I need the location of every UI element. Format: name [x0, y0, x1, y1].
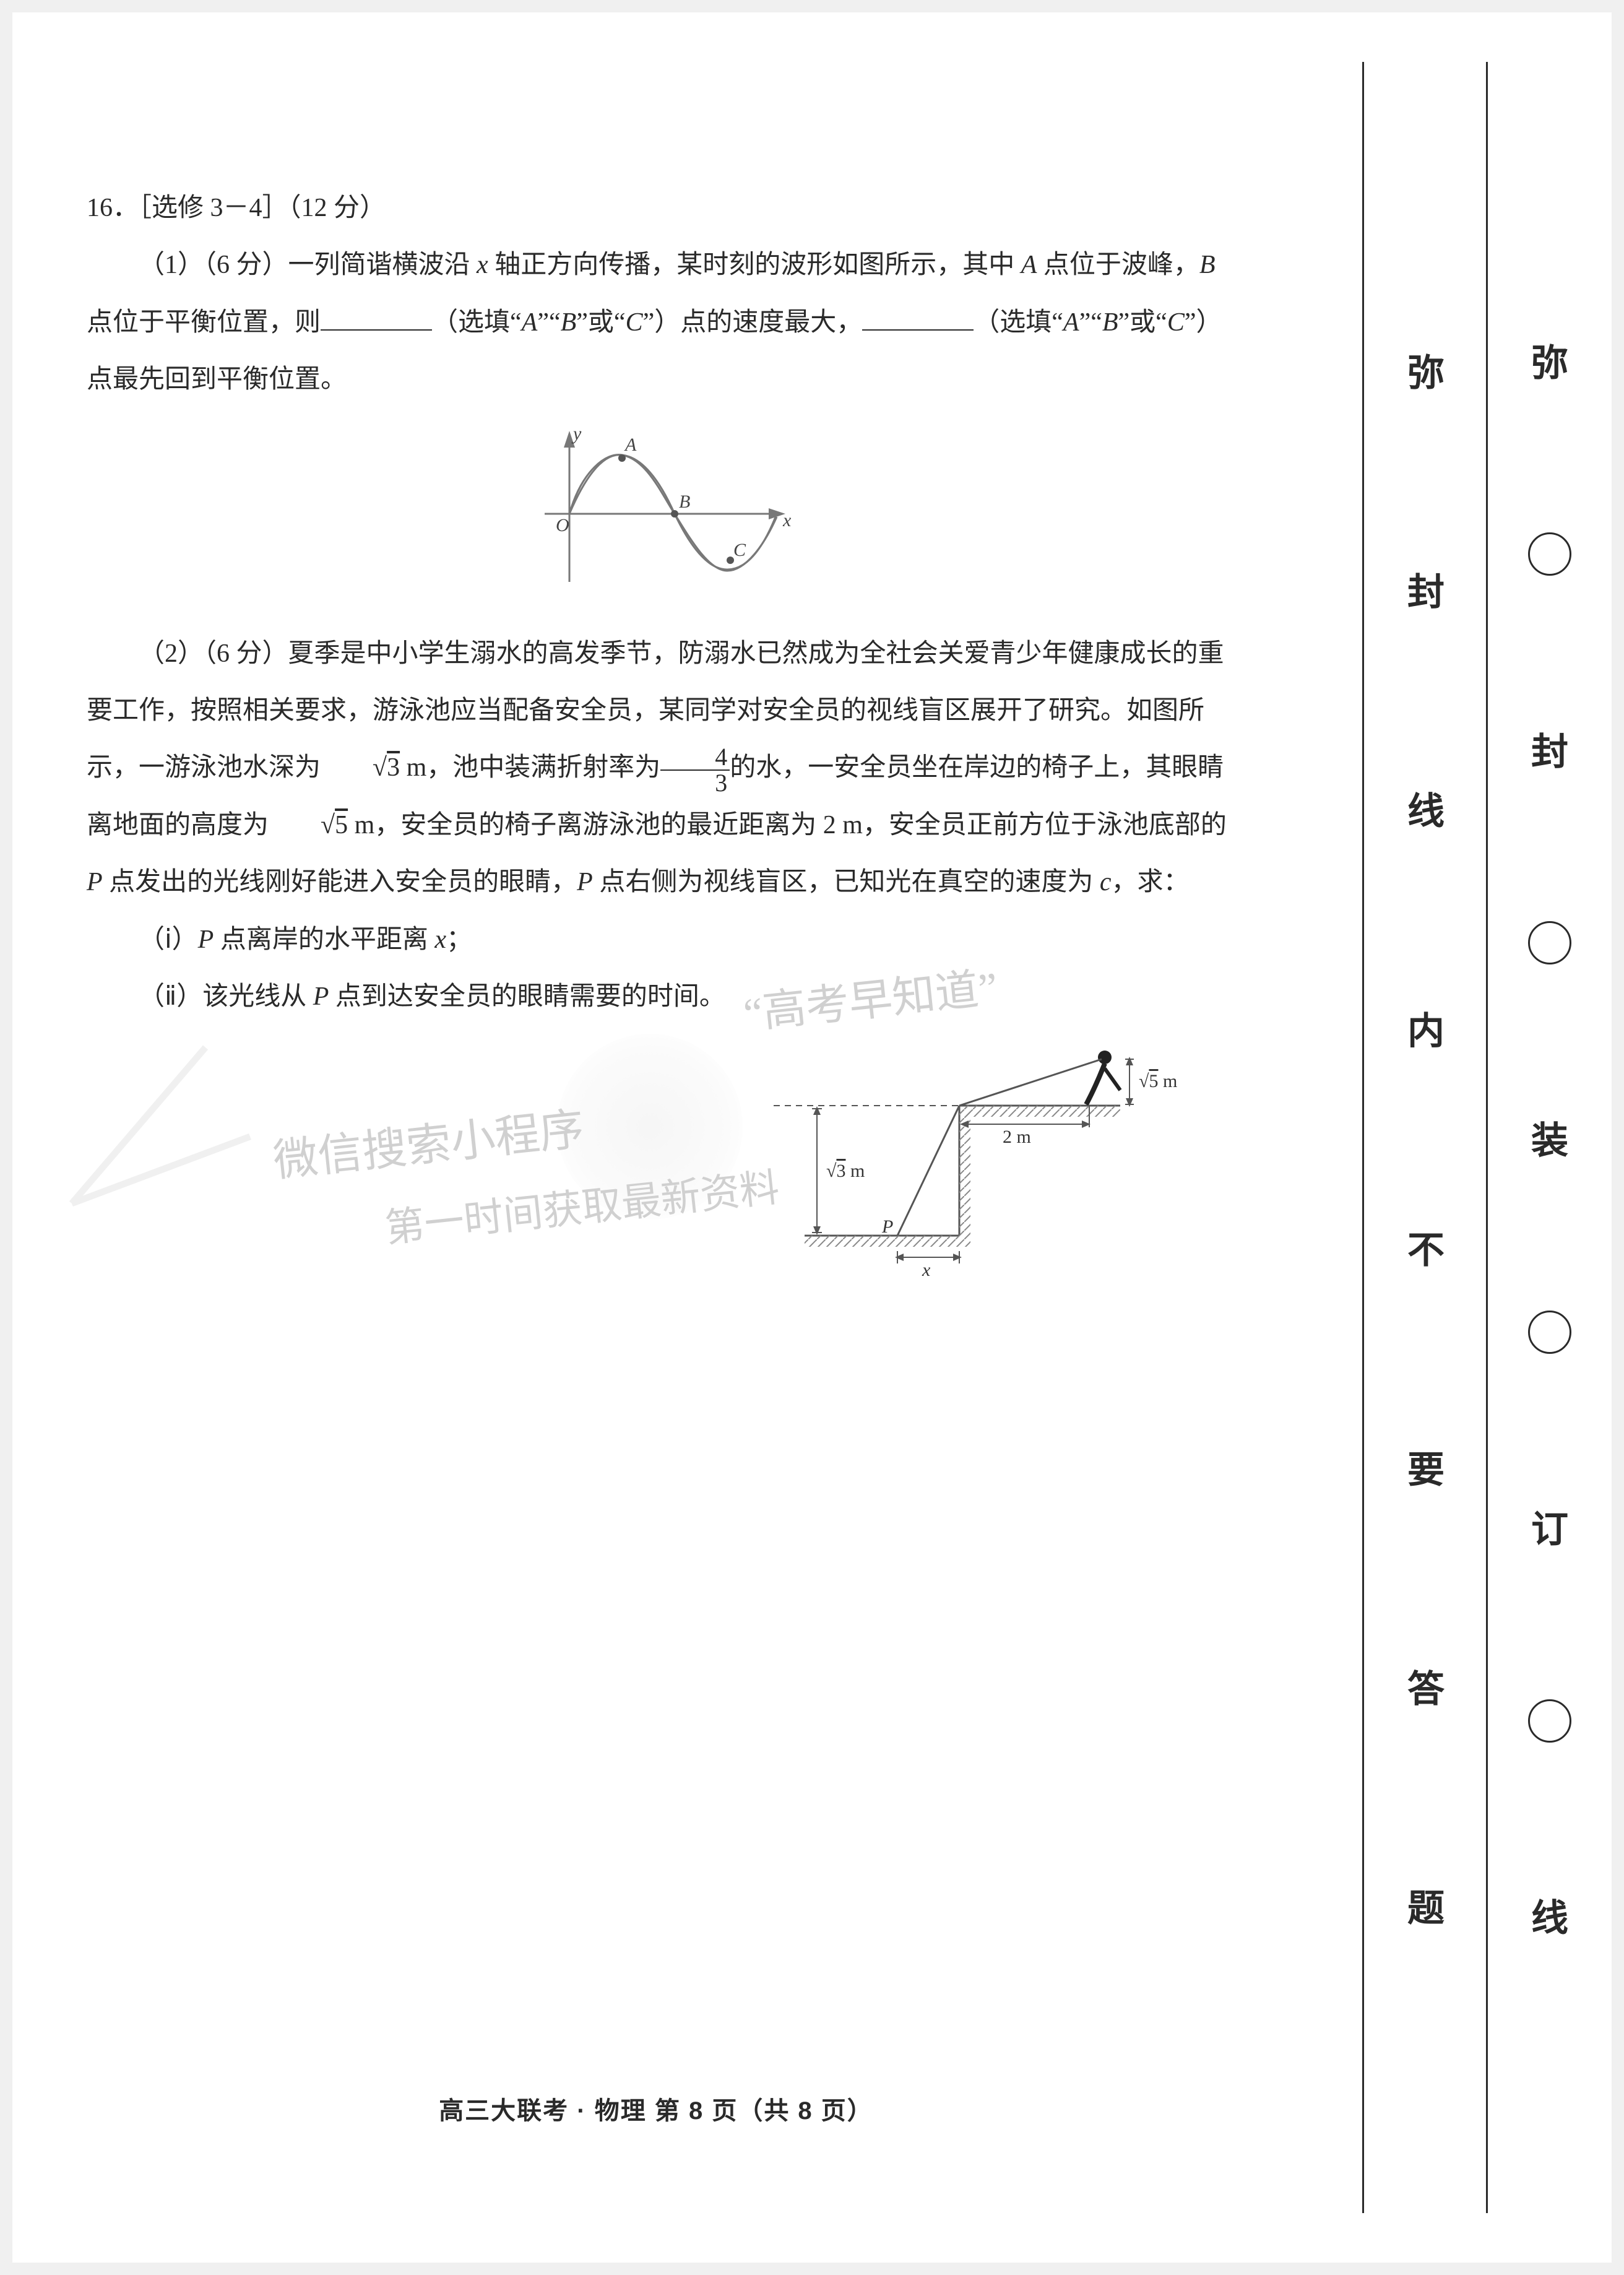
p1-t1: 一列简谐横波沿 — [288, 251, 477, 279]
side-char: 线 — [1531, 1888, 1568, 1942]
var-c: c — [1100, 868, 1112, 896]
p1-t7: ”或“ — [576, 308, 625, 337]
page-footer: 高三大联考 · 物理 第 8 页（共 8 页） — [12, 2091, 1300, 2126]
sub-i-t2: 点离岸的水平距离 — [214, 925, 434, 954]
side-circle-icon — [1528, 921, 1571, 964]
p2-t7: ，求： — [1112, 868, 1190, 896]
svg-text:2 m: 2 m — [1003, 1127, 1031, 1147]
side-circle-icon — [1528, 1699, 1571, 1743]
svg-text:C: C — [733, 540, 746, 560]
svg-text:√3 m: √3 m — [826, 1161, 865, 1181]
sub-i-x: x — [434, 925, 446, 954]
binding-col-2: 弥 封 装 订 线 — [1488, 12, 1612, 2263]
binding-sidebar: 弥 封 线 内 不 要 答 题 弥 封 装 订 线 — [1277, 12, 1612, 2263]
sub-ii-label: （ⅱ） — [139, 982, 202, 1011]
watermark-text-3: 第一时间获取最新资料 — [382, 1156, 782, 1254]
side-char: 订 — [1531, 1499, 1568, 1553]
var-P2: P — [577, 868, 593, 896]
p1-t12: “ — [1155, 308, 1167, 337]
sub-question-2: （ⅱ）该光线从 P 点到达安全员的眼睛需要的时间。 — [87, 968, 1232, 1025]
side-circle-icon — [1528, 532, 1571, 576]
sub-question-1: （ⅰ）P 点离岸的水平距离 x； — [87, 911, 1232, 968]
p1-t11: ”或 — [1118, 308, 1156, 337]
part1-label: （1）（6 分） — [139, 251, 288, 279]
part1-text: （1）（6 分）一列简谐横波沿 x 轴正方向传播，某时刻的波形如图所示，其中 A… — [87, 236, 1232, 408]
side-char: 要 — [1407, 1440, 1445, 1494]
p2-t6: 点右侧为视线盲区，已知光在真空的速度为 — [593, 868, 1100, 896]
svg-text:B: B — [679, 492, 690, 512]
part2-text: （2）（6 分）夏季是中小学生溺水的高发季节，防溺水已然成为全社会关爱青少年健康… — [87, 625, 1232, 911]
elective-label: ［选修 3－4］（12 分） — [139, 194, 386, 222]
sub-ii-t2: 点到达安全员的眼睛需要的时间。 — [329, 982, 725, 1011]
svg-text:x: x — [782, 510, 792, 531]
side-char: 线 — [1407, 781, 1445, 835]
opt-B2: B — [1102, 308, 1118, 337]
p2-t2: m，池中装满折射率为 — [400, 753, 660, 782]
watermark-circle — [557, 1034, 743, 1220]
svg-text:A: A — [624, 435, 637, 455]
binding-col-1: 弥 封 线 内 不 要 答 题 — [1364, 12, 1488, 2263]
sub-i-P: P — [198, 925, 214, 954]
side-char: 装 — [1531, 1111, 1568, 1164]
sub-ii-t: 该光线从 — [202, 982, 313, 1011]
sub-i-t3: ； — [446, 925, 472, 954]
part2-label: （2）（6 分） — [139, 639, 288, 668]
side-char: 内 — [1407, 1001, 1445, 1055]
side-char: 封 — [1407, 562, 1445, 616]
side-char: 封 — [1531, 722, 1568, 776]
sub-i-label: （ⅰ） — [139, 925, 198, 954]
opt-C: C — [626, 308, 643, 337]
var-P: P — [87, 868, 103, 896]
svg-text:√5 m: √5 m — [1139, 1071, 1177, 1091]
var-x: x — [477, 251, 488, 279]
side-char: 不 — [1407, 1220, 1445, 1274]
opt-A2: A — [1063, 308, 1079, 337]
sub-ii-P: P — [313, 982, 329, 1011]
var-A: A — [1021, 251, 1037, 279]
p2-t4: m，安全员的椅子离游泳池的最近距离为 2 m，安全员正前方位于泳池底部的 — [348, 811, 1227, 839]
main-content: 16．［选修 3－4］（12 分） （1）（6 分）一列简谐横波沿 x 轴正方向… — [87, 180, 1232, 1044]
p1-t10: ”“ — [1079, 308, 1102, 337]
opt-B: B — [561, 308, 577, 337]
svg-text:x: x — [922, 1260, 931, 1279]
p1-t3: 点位于波峰， — [1037, 251, 1199, 279]
side-circle-icon — [1528, 1311, 1571, 1354]
question-number: 16． — [87, 194, 139, 222]
side-char: 题 — [1407, 1878, 1445, 1932]
p1-t5: （选填“ — [432, 308, 522, 337]
p1-t2: 轴正方向传播，某时刻的波形如图所示，其中 — [488, 251, 1021, 279]
fraction-4-3: 43 — [660, 745, 730, 795]
sqrt5: √5 — [269, 797, 348, 854]
p1-t4: 点位于平衡位置，则 — [87, 308, 321, 337]
blank-2[interactable] — [862, 305, 974, 331]
p1-t9: （选填“ — [974, 308, 1063, 337]
pool-diagram: √5 m 2 m √3 m P — [774, 1031, 1194, 1279]
blank-1[interactable] — [321, 305, 432, 331]
side-char: 答 — [1407, 1659, 1445, 1713]
p2-t5: 点发出的光线刚好能进入安全员的眼睛， — [103, 868, 577, 896]
p1-t8: ”）点的速度最大， — [643, 308, 863, 337]
watermark-text-2: 微信搜索小程序 — [270, 1092, 587, 1189]
opt-C2: C — [1167, 308, 1185, 337]
question-header: 16．［选修 3－4］（12 分） — [87, 180, 1232, 236]
opt-A: A — [522, 308, 538, 337]
wave-diagram: y x O A B C — [511, 421, 808, 607]
svg-text:y: y — [571, 423, 582, 444]
sqrt3: √3 — [321, 739, 400, 796]
var-B: B — [1199, 251, 1216, 279]
p1-t6: ”“ — [537, 308, 560, 337]
side-char: 弥 — [1531, 333, 1568, 387]
svg-text:O: O — [556, 515, 569, 535]
side-char: 弥 — [1407, 343, 1445, 397]
svg-text:P: P — [881, 1216, 893, 1237]
